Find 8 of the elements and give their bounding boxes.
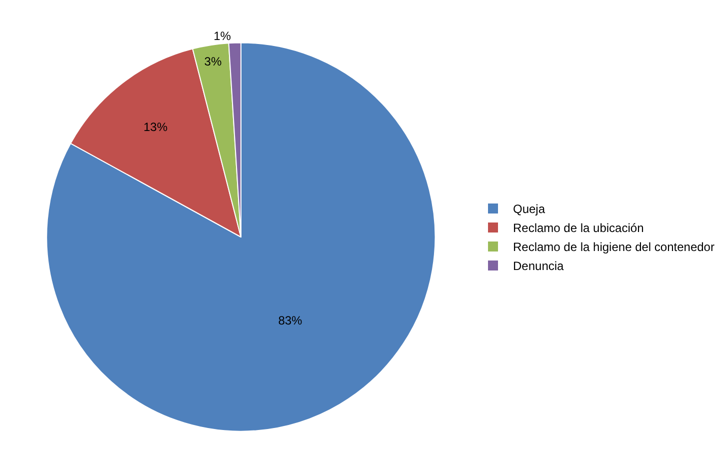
data-label: 3% xyxy=(204,54,222,69)
data-label: 83% xyxy=(278,314,303,328)
data-label: 13% xyxy=(144,120,168,134)
data-label: 1% xyxy=(214,28,232,43)
legend-label: Denuncia xyxy=(513,259,564,274)
legend-label: Reclamo de la higiene del contenedor xyxy=(513,240,714,254)
legend-label: Queja xyxy=(513,202,546,216)
legend-label: Reclamo de la ubicación xyxy=(513,221,644,236)
